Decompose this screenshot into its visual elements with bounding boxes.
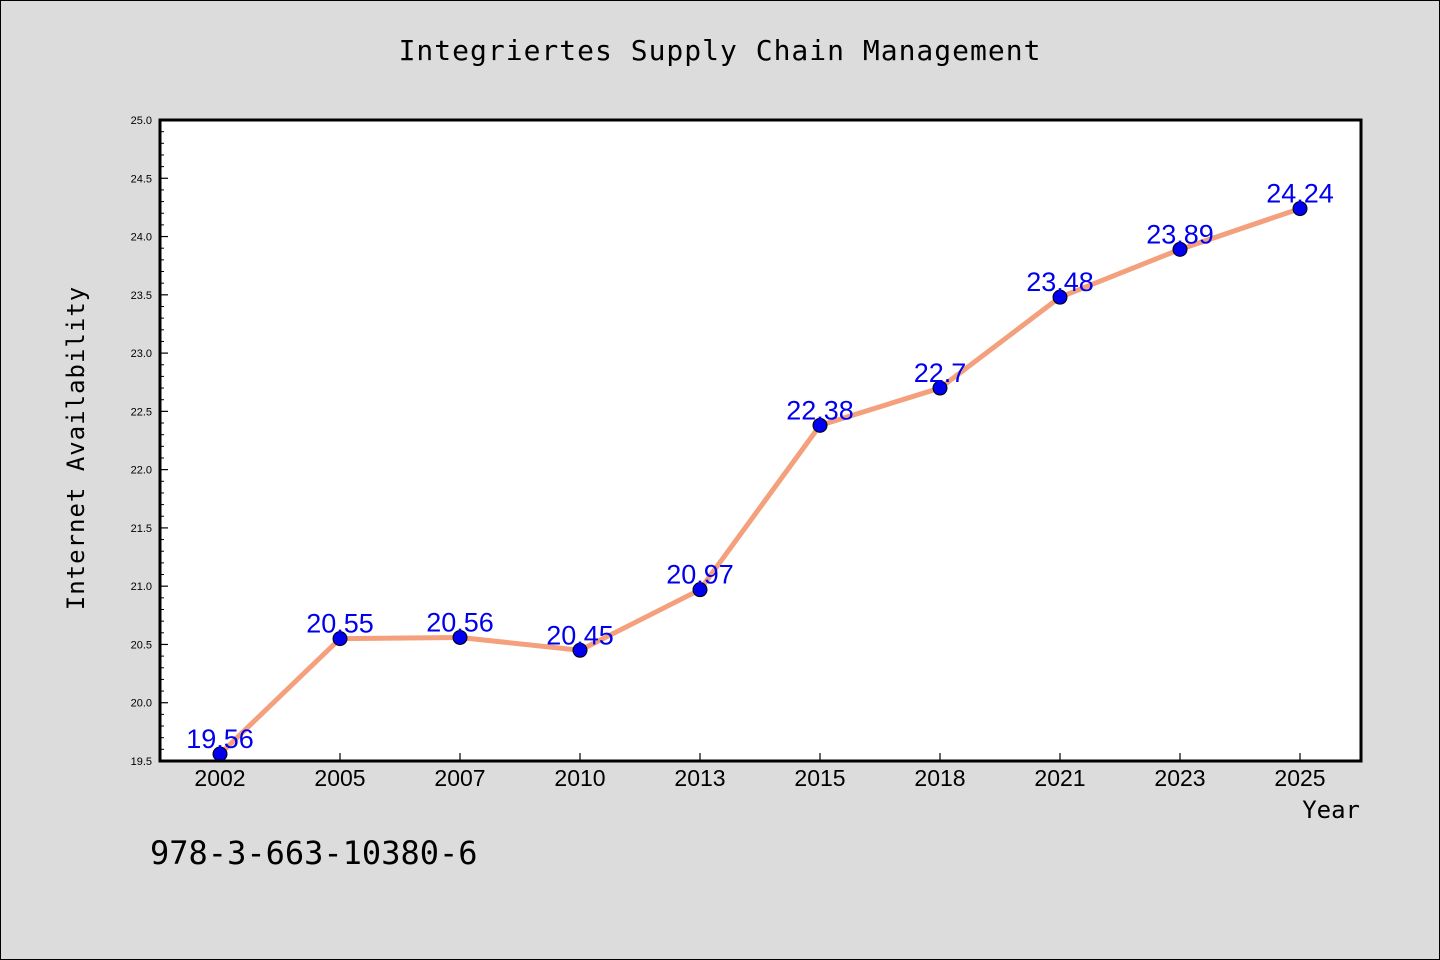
data-label-2025: 24.24	[1266, 179, 1334, 209]
y-tick-label: 20.0	[131, 698, 152, 710]
x-tick-label: 2005	[314, 765, 365, 791]
x-tick-label: 2021	[1034, 765, 1085, 791]
y-tick-label: 19.5	[131, 756, 152, 768]
x-tick-label: 2013	[674, 765, 725, 791]
data-label-2013: 20.97	[666, 560, 734, 590]
y-tick-label: 23.5	[131, 290, 152, 302]
x-tick-label: 2010	[554, 765, 605, 791]
y-tick-label: 21.0	[131, 581, 152, 593]
data-label-2023: 23.89	[1146, 219, 1214, 249]
plot-area	[160, 120, 1361, 761]
plot-border	[158, 118, 1363, 763]
series-line	[217, 206, 1303, 757]
y-tick-label: 21.5	[131, 523, 152, 535]
x-tick-label: 2015	[794, 765, 845, 791]
data-label-2018: 22.7	[914, 358, 967, 388]
x-tick-label: 2002	[194, 765, 245, 791]
data-label-2010: 20.45	[546, 620, 614, 650]
data-point-2021	[1052, 289, 1068, 305]
data-label-2002: 19.56	[186, 724, 254, 754]
data-point-2005	[332, 631, 348, 647]
data-point-2007	[452, 629, 468, 645]
y-tick-label: 22.0	[131, 465, 152, 477]
y-tick-label: 22.5	[131, 406, 152, 418]
x-tick-label: 2025	[1274, 765, 1325, 791]
x-tick-label: 2023	[1154, 765, 1205, 791]
x-axis-label: Year	[1302, 796, 1360, 824]
x-axis-ticks: 2002 2005 2007 2010 2013 2015 2018 2021 2023 2025	[194, 753, 1326, 791]
data-point-2023	[1172, 241, 1188, 257]
x-tick-label: 2007	[434, 765, 485, 791]
data-point-2025	[1292, 201, 1308, 217]
x-tick-label: 2018	[914, 765, 965, 791]
chart-title: Integriertes Supply Chain Management	[398, 34, 1042, 67]
y-tick-label: 24.5	[131, 173, 152, 185]
y-tick-label: 23.0	[131, 348, 152, 360]
data-label-2005: 20.55	[306, 609, 374, 639]
y-tick-label: 24.0	[131, 232, 152, 244]
data-points	[212, 201, 1308, 762]
data-label-2021: 23.48	[1026, 267, 1094, 297]
data-point-2018	[932, 380, 948, 396]
data-point-2010	[572, 642, 588, 658]
data-label-2015: 22.38	[786, 395, 854, 425]
y-tick-label: 25.0	[131, 115, 152, 127]
isbn-text: 978-3-663-10380-6	[150, 834, 478, 872]
data-label-2007: 20.56	[426, 607, 494, 637]
data-point-2013	[692, 582, 708, 598]
y-tick-label: 20.5	[131, 639, 152, 651]
data-labels: 19.56 20.55 20.56 20.45 20.97 22.38 22.7 23.48 2…	[186, 179, 1334, 754]
data-point-2015	[812, 417, 828, 433]
